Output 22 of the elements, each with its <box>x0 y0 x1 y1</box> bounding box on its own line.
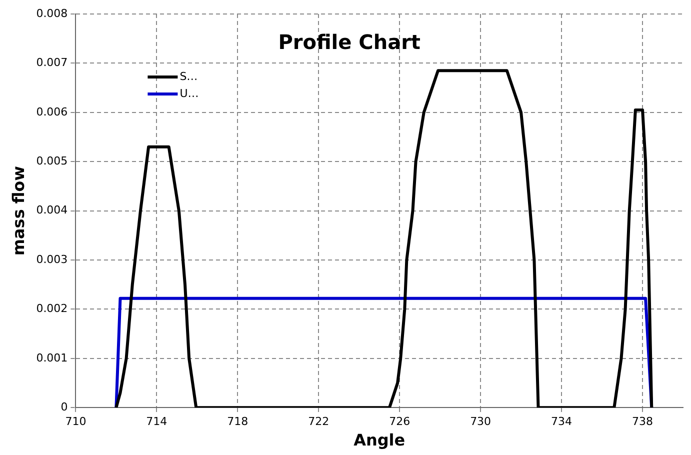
x-tick-label: 718 <box>227 415 248 428</box>
x-tick-label: 714 <box>146 415 168 428</box>
text: Profile Chart <box>278 30 421 54</box>
y-axis-title: mass flow <box>8 166 28 256</box>
y-tick-label: 0.005 <box>36 154 68 168</box>
y-tick-label: 0.002 <box>36 302 68 316</box>
x-tick-label: 734 <box>551 415 572 428</box>
y-tick-label: 0.007 <box>36 56 68 70</box>
y-tick-label: 0.006 <box>36 105 68 118</box>
y-tick-label: 0.001 <box>36 351 68 364</box>
x-tick-label: 726 <box>389 415 410 428</box>
y-tick-label: 0.003 <box>36 252 68 266</box>
y-tick-label: 0 <box>60 400 68 414</box>
x-tick-label: 738 <box>632 415 654 428</box>
y-tick-label: 0.008 <box>36 6 68 20</box>
legend-label: U… <box>180 86 199 100</box>
x-tick-label: 730 <box>470 415 492 428</box>
x-tick-label: 710 <box>65 415 86 428</box>
legend-label: S… <box>180 70 198 83</box>
x-tick-label: 722 <box>308 415 330 428</box>
y-tick-label: 0.004 <box>36 204 68 217</box>
x-axis-title: Angle <box>354 430 406 450</box>
